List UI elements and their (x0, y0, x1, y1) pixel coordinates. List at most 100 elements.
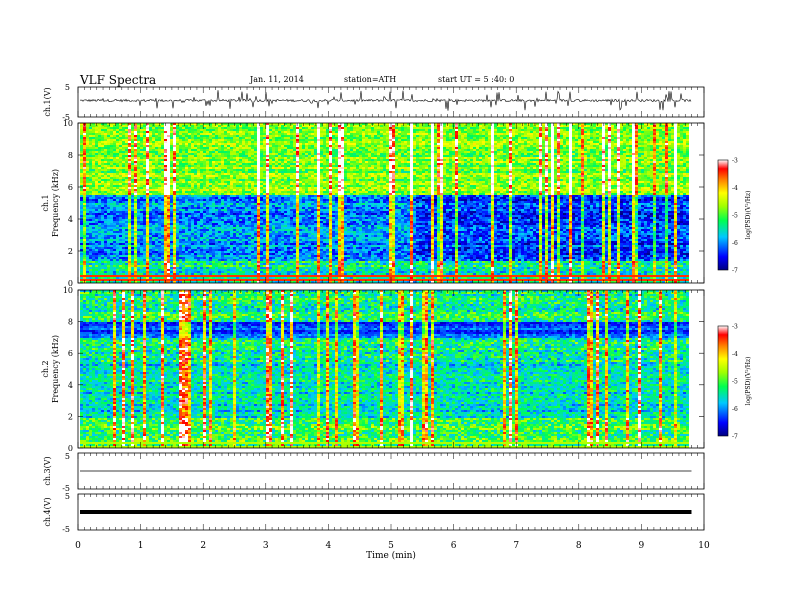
spectrogram-cell (134, 129, 137, 131)
spectrogram-cell (269, 125, 272, 127)
spectrogram-cell (350, 127, 353, 129)
spectrogram-cell (332, 129, 335, 131)
spectrogram-cell (308, 131, 311, 133)
spectrogram-cell (332, 127, 335, 129)
spectrogram-cell (458, 125, 461, 127)
spectrogram-cell (635, 125, 638, 127)
spectrogram-cell (395, 127, 398, 129)
spectrogram-cell (554, 127, 557, 129)
spectrogram-cell (95, 127, 98, 129)
spectrogram-cell (386, 129, 389, 131)
spectrogram-cell (107, 129, 110, 131)
spectrogram-cell (581, 129, 584, 131)
spectrogram-cell (311, 127, 314, 129)
spectrogram-cell (674, 125, 677, 127)
spectrogram-cell (332, 131, 335, 133)
spectrogram-cell (146, 127, 149, 129)
spectrogram-cell (449, 125, 452, 127)
spectrogram-cell (254, 125, 257, 127)
spectrogram-cell (599, 125, 602, 127)
spectrogram-cell (491, 125, 494, 127)
spectrogram-cell (362, 125, 365, 127)
spectrogram-cell (596, 127, 599, 129)
spectrogram-cell (326, 129, 329, 131)
spectrogram-cell (518, 125, 521, 127)
spectrogram-cell (587, 125, 590, 127)
spectrogram-cell (356, 131, 359, 133)
spectrogram-cell (497, 127, 500, 129)
spectrogram-cell (428, 127, 431, 129)
spectrogram-cell (161, 131, 164, 133)
spectrogram-cell (491, 129, 494, 131)
spectrogram-cell (626, 127, 629, 129)
spectrogram-cell (500, 125, 503, 127)
spectrogram-cell (128, 125, 131, 127)
spectrogram-cell (605, 129, 608, 131)
spectrogram-cell (92, 125, 95, 127)
spectrogram-cell (248, 129, 251, 131)
spectrogram-cell (116, 131, 119, 133)
spectrogram-cell (410, 127, 413, 129)
spectrogram-cell (113, 127, 116, 129)
spectrogram-cell (542, 127, 545, 129)
spectrogram-cell (440, 129, 443, 131)
spectrogram-cell (353, 131, 356, 133)
spectrogram-cell (389, 129, 392, 131)
spectrogram-cell (587, 129, 590, 131)
spectrogram-cell (305, 125, 308, 127)
spectrogram-cell (581, 127, 584, 129)
spectrogram-cell (533, 125, 536, 127)
spectrogram-cell (344, 125, 347, 127)
spectrogram-cell (623, 127, 626, 129)
spectrogram-cell (227, 127, 230, 129)
spectrogram-cell (485, 127, 488, 129)
spectrogram-cell (167, 131, 170, 133)
spectrogram-cell (665, 127, 668, 129)
spectrogram-cell (404, 127, 407, 129)
spectrogram-cell (110, 131, 113, 133)
spectrogram-cell (527, 129, 530, 131)
spectrogram-cell (341, 125, 344, 127)
spectrogram-cell (443, 127, 446, 129)
spectrogram-cell (392, 129, 395, 131)
spectrogram-cell (413, 125, 416, 127)
spectrogram-cell (362, 129, 365, 131)
spectrogram-cell (269, 131, 272, 133)
spectrogram-cell (677, 129, 680, 131)
spectrogram-cell (158, 127, 161, 129)
spectrogram-cell (383, 127, 386, 129)
spectrogram-cell (251, 125, 254, 127)
spectrogram-cell (323, 127, 326, 129)
spectrogram-cell (128, 129, 131, 131)
spectrogram-cell (122, 127, 125, 129)
spectrogram-cell (614, 129, 617, 131)
spectrogram-cell (101, 127, 104, 129)
spectrogram-cell (257, 129, 260, 131)
spectrogram-cell (239, 127, 242, 129)
spectrogram-cell (590, 129, 593, 131)
spectrogram-cell (266, 131, 269, 133)
spectrogram-cell (230, 129, 233, 131)
spectrogram-cell (83, 129, 86, 131)
spectrogram-cell (488, 127, 491, 129)
spectrogram-cell (206, 131, 209, 133)
spectrogram-cell (317, 125, 320, 127)
spectrogram-cell (287, 129, 290, 131)
spectrogram-cell (380, 131, 383, 133)
spectrogram-cell (125, 131, 128, 133)
spectrogram-cell (137, 125, 140, 127)
spectrogram-cell (398, 125, 401, 127)
spectrogram-cell (209, 127, 212, 129)
spectrogram-cell (656, 125, 659, 127)
spectrogram-cell (107, 127, 110, 129)
spectrogram-cell (185, 131, 188, 133)
spectrogram-cell (650, 125, 653, 127)
spectrogram-cell (188, 131, 191, 133)
spectrogram-cell (542, 129, 545, 131)
spectrogram-cell (314, 127, 317, 129)
spectrogram-cell (431, 127, 434, 129)
spectrogram-cell (299, 127, 302, 129)
spectrogram-cell (395, 129, 398, 131)
spectrogram-cell (281, 129, 284, 131)
spectrogram-cell (296, 127, 299, 129)
